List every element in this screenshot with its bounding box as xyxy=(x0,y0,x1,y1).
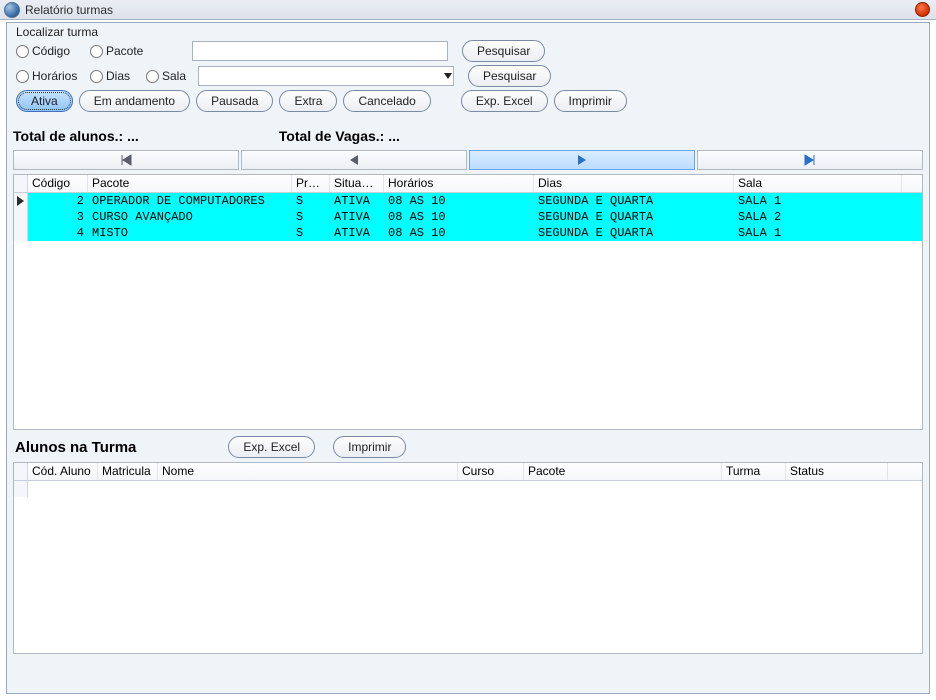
column-header-status[interactable]: Status xyxy=(786,463,888,480)
filter-row: Ativa Em andamento Pausada Extra Cancela… xyxy=(16,90,920,112)
column-header-curso[interactable]: Curso xyxy=(458,463,524,480)
total-vagas-label: Total de Vagas.: ... xyxy=(279,128,400,144)
row-indicator-header-alunos xyxy=(14,463,28,480)
column-header-turma[interactable]: Turma xyxy=(722,463,786,480)
window-title: Relatório turmas xyxy=(25,3,113,17)
cell-dias[interactable]: SEGUNDA E QUARTA xyxy=(534,225,734,241)
window-body: Localizar turma Código Pacote Pesquisar … xyxy=(6,22,930,694)
alunos-grid-body[interactable] xyxy=(14,481,922,497)
group-label-localizar: Localizar turma xyxy=(14,25,100,39)
nav-prev-button[interactable] xyxy=(241,150,467,170)
titlebar[interactable]: Relatório turmas xyxy=(0,0,936,20)
alunos-grid-header: Cód. AlunoMatriculaNomeCursoPacoteTurmaS… xyxy=(14,463,922,481)
table-row[interactable] xyxy=(14,481,922,497)
imprimir-button-alunos[interactable]: Imprimir xyxy=(333,436,406,458)
cell-codigo[interactable]: 4 xyxy=(28,225,88,241)
nav-first-button[interactable] xyxy=(13,150,239,170)
filter-extra-button[interactable]: Extra xyxy=(279,90,337,112)
exp-excel-button-top[interactable]: Exp. Excel xyxy=(461,90,548,112)
total-alunos-label: Total de alunos.: ... xyxy=(13,128,139,144)
cell-sala[interactable]: SALA 1 xyxy=(734,193,902,209)
radio-horarios[interactable]: Horários xyxy=(16,69,78,83)
pesquisar-button-2[interactable]: Pesquisar xyxy=(468,65,551,87)
column-header-cod_aluno[interactable]: Cód. Aluno xyxy=(28,463,98,480)
row-indicator xyxy=(14,481,28,497)
search-combo-wrap[interactable] xyxy=(198,66,454,86)
radio-sala[interactable]: Sala xyxy=(146,69,186,83)
table-row[interactable]: 3CURSO AVANÇADOSATIVA08 AS 10SEGUNDA E Q… xyxy=(14,209,922,225)
cell-pacote[interactable]: OPERADOR DE COMPUTADORES xyxy=(88,193,292,209)
nav-last-button[interactable] xyxy=(697,150,923,170)
cell-situacao[interactable]: ATIVA xyxy=(330,193,384,209)
cell-pacote[interactable]: CURSO AVANÇADO xyxy=(88,209,292,225)
column-header-horarios[interactable]: Horários xyxy=(384,175,534,192)
column-header-situacao[interactable]: Situação xyxy=(330,175,384,192)
record-nav-bar xyxy=(7,150,929,172)
search-text-input[interactable] xyxy=(192,41,448,61)
radio-horarios-label: Horários xyxy=(32,69,77,83)
cell-horarios[interactable]: 08 AS 10 xyxy=(384,225,534,241)
cell-pratica[interactable]: S xyxy=(292,193,330,209)
cell-dias[interactable]: SEGUNDA E QUARTA xyxy=(534,193,734,209)
cell-horarios[interactable]: 08 AS 10 xyxy=(384,209,534,225)
column-header-nome[interactable]: Nome xyxy=(158,463,458,480)
column-header-sala[interactable]: Sala xyxy=(734,175,902,192)
column-header-pacote[interactable]: Pacote xyxy=(88,175,292,192)
cell-dias[interactable]: SEGUNDA E QUARTA xyxy=(534,209,734,225)
pesquisar-button-1[interactable]: Pesquisar xyxy=(462,40,545,62)
row-indicator-header xyxy=(14,175,28,192)
radio-codigo-label: Código xyxy=(32,44,70,58)
current-row-caret-icon xyxy=(17,196,24,206)
table-row[interactable]: 2OPERADOR DE COMPUTADORESSATIVA08 AS 10S… xyxy=(14,193,922,209)
cell-pacote[interactable]: MISTO xyxy=(88,225,292,241)
radio-pacote-label: Pacote xyxy=(106,44,143,58)
cell-pratica[interactable]: S xyxy=(292,225,330,241)
column-header-dias[interactable]: Dias xyxy=(534,175,734,192)
alunos-section-header: Alunos na Turma Exp. Excel Imprimir xyxy=(7,430,929,462)
turmas-grid[interactable]: CódigoPacotePráticaSituaçãoHoráriosDiasS… xyxy=(13,174,923,430)
nav-next-button[interactable] xyxy=(469,150,695,170)
imprimir-button-top[interactable]: Imprimir xyxy=(554,90,627,112)
radio-pacote[interactable]: Pacote xyxy=(90,44,180,58)
cell-situacao[interactable]: ATIVA xyxy=(330,225,384,241)
alunos-heading: Alunos na Turma xyxy=(15,439,136,456)
cell-codigo[interactable]: 2 xyxy=(28,193,88,209)
search-row-1: Código Pacote Pesquisar xyxy=(16,40,920,62)
search-combo-input[interactable] xyxy=(198,66,454,86)
filter-em-andamento-button[interactable]: Em andamento xyxy=(79,90,190,112)
column-header-matricula[interactable]: Matricula xyxy=(98,463,158,480)
cell-pratica[interactable]: S xyxy=(292,209,330,225)
column-header-codigo[interactable]: Código xyxy=(28,175,88,192)
radio-codigo[interactable]: Código xyxy=(16,44,78,58)
row-indicator xyxy=(14,209,28,225)
column-header-pacote[interactable]: Pacote xyxy=(524,463,722,480)
cell-sala[interactable]: SALA 2 xyxy=(734,209,902,225)
search-groupbox: Localizar turma Código Pacote Pesquisar … xyxy=(10,26,926,121)
cell-situacao[interactable]: ATIVA xyxy=(330,209,384,225)
cell-horarios[interactable]: 08 AS 10 xyxy=(384,193,534,209)
filter-cancelado-button[interactable]: Cancelado xyxy=(343,90,430,112)
turmas-grid-body[interactable]: 2OPERADOR DE COMPUTADORESSATIVA08 AS 10S… xyxy=(14,193,922,241)
radio-sala-label: Sala xyxy=(162,69,186,83)
app-icon xyxy=(4,2,20,18)
filter-ativa-button[interactable]: Ativa xyxy=(16,90,73,112)
row-indicator xyxy=(14,193,28,209)
cell-codigo[interactable]: 3 xyxy=(28,209,88,225)
alunos-grid[interactable]: Cód. AlunoMatriculaNomeCursoPacoteTurmaS… xyxy=(13,462,923,654)
table-row[interactable]: 4MISTOSATIVA08 AS 10SEGUNDA E QUARTASALA… xyxy=(14,225,922,241)
column-header-pratica[interactable]: Prática xyxy=(292,175,330,192)
cell-sala[interactable]: SALA 1 xyxy=(734,225,902,241)
search-row-2: Horários Dias Sala Pesquisar xyxy=(16,65,920,87)
radio-dias-label: Dias xyxy=(106,69,130,83)
window-root: Relatório turmas Localizar turma Código … xyxy=(0,0,936,700)
close-icon[interactable] xyxy=(915,2,930,17)
row-indicator xyxy=(14,225,28,241)
filter-pausada-button[interactable]: Pausada xyxy=(196,90,273,112)
radio-dias[interactable]: Dias xyxy=(90,69,134,83)
turmas-grid-header: CódigoPacotePráticaSituaçãoHoráriosDiasS… xyxy=(14,175,922,193)
totals-row: Total de alunos.: ... Total de Vagas.: .… xyxy=(7,124,929,150)
exp-excel-button-alunos[interactable]: Exp. Excel xyxy=(228,436,315,458)
